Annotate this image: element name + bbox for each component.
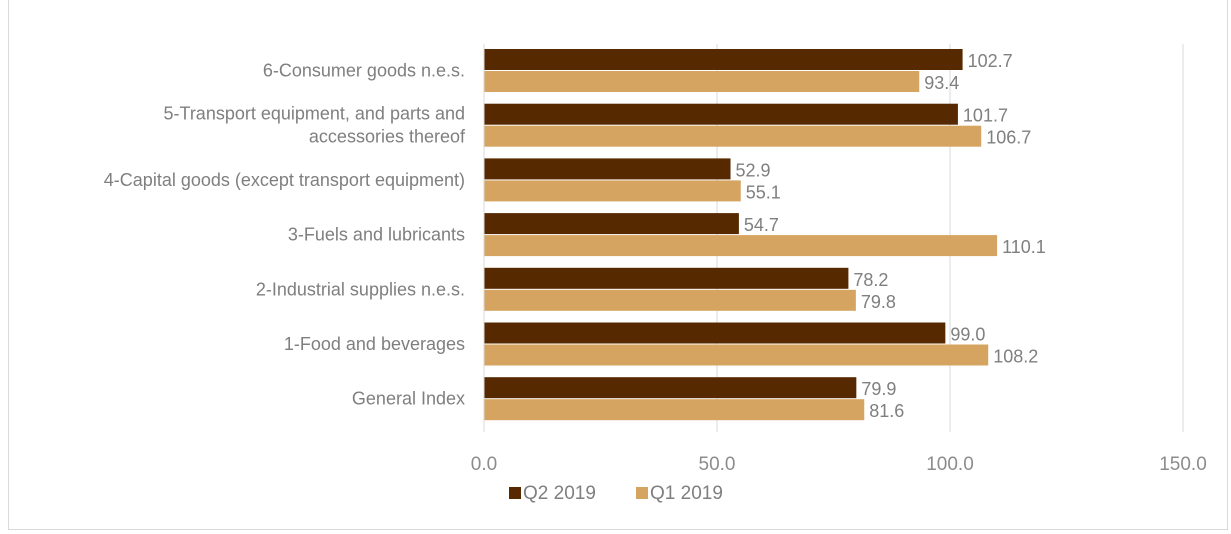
data-label: 79.8 bbox=[861, 292, 896, 312]
x-tick-label: 100.0 bbox=[926, 454, 974, 475]
legend-swatch-q1-2019 bbox=[636, 487, 648, 499]
category-label: 4-Capital goods (except transport equipm… bbox=[104, 170, 465, 190]
data-label: 110.1 bbox=[1002, 237, 1046, 257]
category-label: 5-Transport equipment, and parts and bbox=[163, 104, 465, 124]
data-label: 108.2 bbox=[993, 347, 1038, 367]
bar-q1-2019 bbox=[484, 180, 741, 202]
bar-q2-2019 bbox=[484, 377, 857, 399]
category-label: 6-Consumer goods n.e.s. bbox=[263, 61, 465, 81]
legend-swatch-q2-2019 bbox=[509, 487, 521, 499]
bar-q2-2019 bbox=[484, 322, 946, 344]
x-tick-label: 50.0 bbox=[699, 454, 736, 475]
data-label: 79.9 bbox=[861, 379, 896, 399]
data-label: 106.7 bbox=[986, 128, 1031, 148]
data-label: 102.7 bbox=[968, 51, 1013, 71]
data-label: 55.1 bbox=[746, 182, 781, 202]
data-label: 54.7 bbox=[744, 215, 779, 235]
x-tick-label: 150.0 bbox=[1159, 454, 1207, 475]
bar-q2-2019 bbox=[484, 213, 739, 235]
data-label: 78.2 bbox=[853, 270, 888, 290]
data-label: 81.6 bbox=[869, 401, 904, 421]
data-label: 93.4 bbox=[924, 73, 959, 93]
data-label: 52.9 bbox=[736, 160, 771, 180]
bar-q2-2019 bbox=[484, 49, 963, 70]
bar-q1-2019 bbox=[484, 71, 920, 92]
x-tick-label: 0.0 bbox=[471, 454, 497, 475]
category-label: 3-Fuels and lubricants bbox=[288, 225, 465, 245]
bar-q2-2019 bbox=[484, 158, 731, 180]
data-label: 99.0 bbox=[950, 325, 985, 345]
category-label: 2-Industrial supplies n.e.s. bbox=[256, 279, 465, 299]
bar-q2-2019 bbox=[484, 103, 958, 125]
bar-q1-2019 bbox=[484, 344, 989, 366]
bar-q1-2019 bbox=[484, 235, 998, 257]
legend-label: Q2 2019 bbox=[523, 483, 596, 504]
bar-q1-2019 bbox=[484, 289, 856, 311]
bar-q1-2019 bbox=[484, 125, 982, 147]
bar-q2-2019 bbox=[484, 267, 849, 289]
bar-q1-2019 bbox=[484, 399, 865, 421]
category-label: 1-Food and beverages bbox=[284, 334, 465, 354]
chart-frame bbox=[8, 0, 1228, 530]
data-label: 101.7 bbox=[963, 106, 1008, 126]
category-label: accessories thereof bbox=[309, 127, 466, 147]
legend-label: Q1 2019 bbox=[650, 483, 723, 504]
category-label: General Index bbox=[352, 389, 465, 409]
